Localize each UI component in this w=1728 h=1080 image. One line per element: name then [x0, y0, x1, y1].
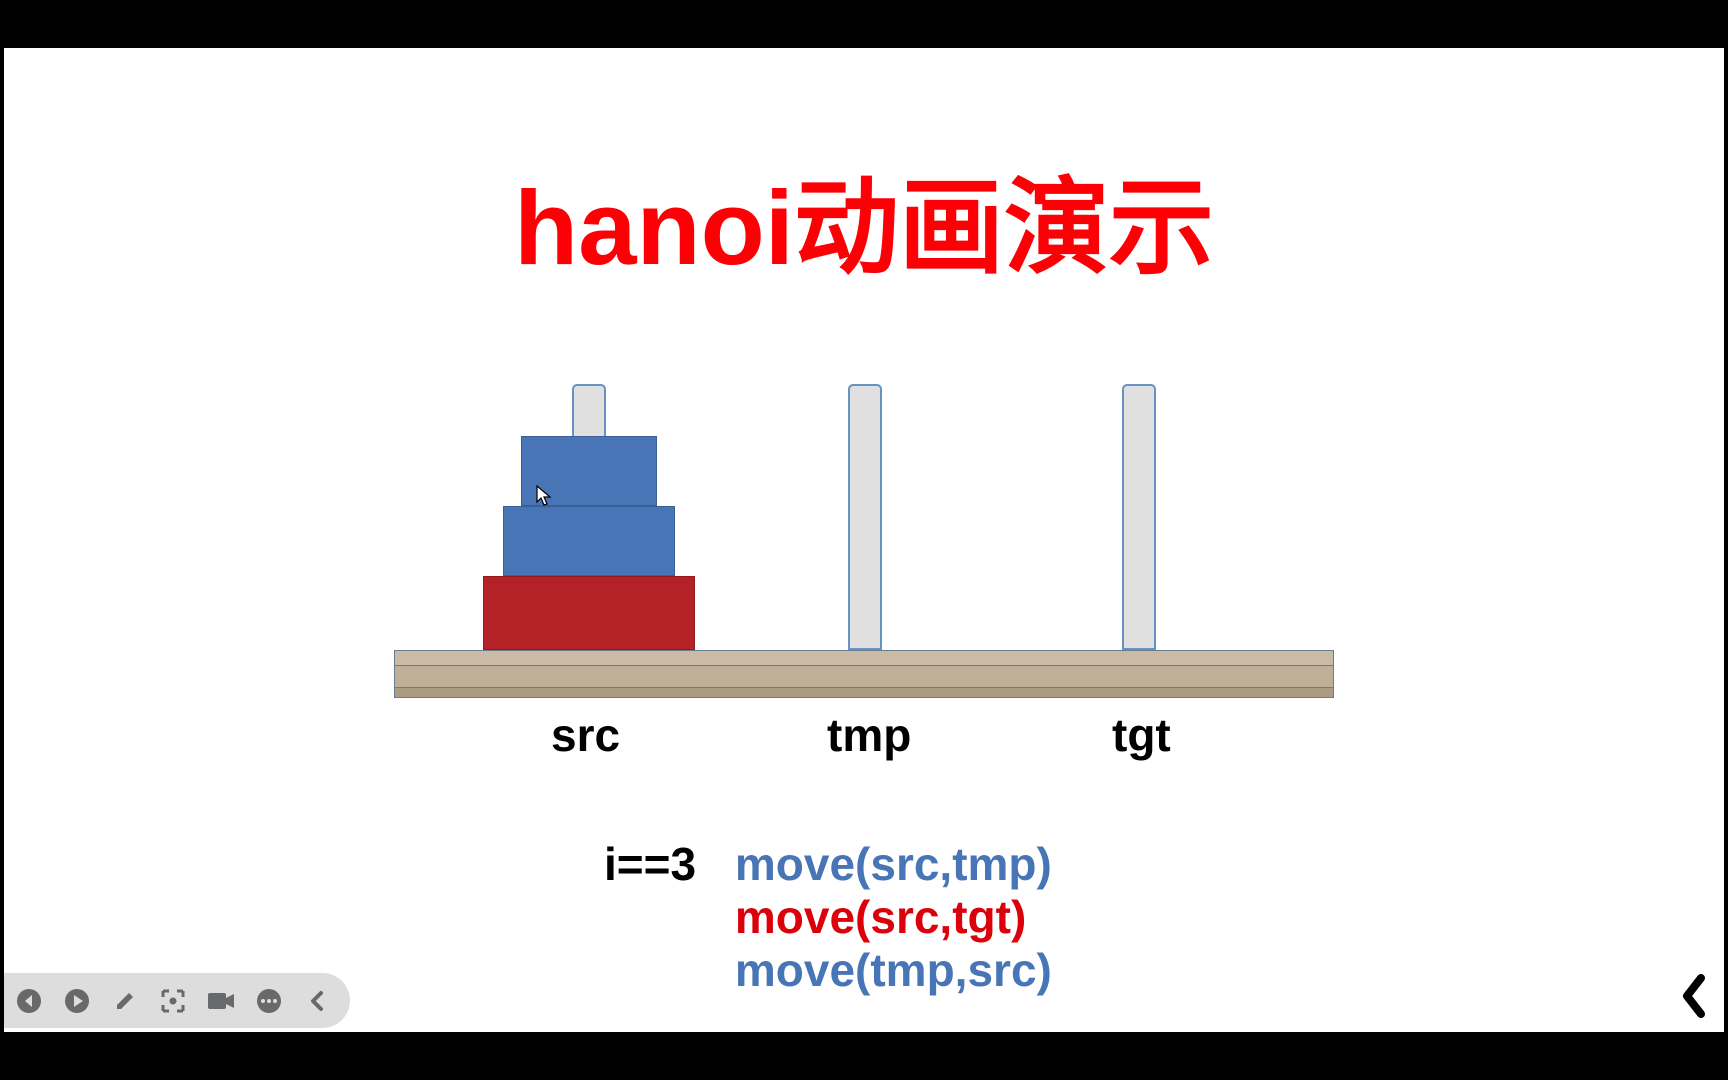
slide-area: hanoi动画演示 src tmp tgt i==3 move(src,tmp)…: [4, 48, 1724, 1032]
peg-label-src: src: [551, 708, 620, 762]
base-layer-mid: [394, 666, 1334, 688]
letterbox-bottom: [0, 1032, 1728, 1080]
hanoi-diagram: src tmp tgt: [394, 378, 1334, 698]
camera-button[interactable]: [206, 986, 236, 1016]
code-moves: move(src,tmp) move(src,tgt) move(tmp,src…: [735, 838, 1052, 997]
page-title: hanoi动画演示: [4, 143, 1724, 295]
more-icon: [256, 988, 282, 1014]
peg-tgt: [1122, 384, 1156, 650]
peg-tmp: [848, 384, 882, 650]
camera-icon: [207, 991, 235, 1011]
code-state: i==3: [604, 838, 696, 891]
focus-icon: [160, 988, 186, 1014]
peg-label-tmp: tmp: [827, 708, 911, 762]
prev-icon: [16, 988, 42, 1014]
base-layer-top: [394, 650, 1334, 666]
prev-button[interactable]: [14, 986, 44, 1016]
chevron-left-big-icon: [1682, 974, 1706, 1018]
peg-label-tgt: tgt: [1112, 708, 1171, 762]
code-move-3: move(tmp,src): [735, 944, 1052, 996]
presenter-toolbar: [4, 973, 350, 1028]
play-icon: [64, 988, 90, 1014]
code-move-2: move(src,tgt): [735, 891, 1026, 943]
code-block: i==3 move(src,tmp) move(src,tgt) move(tm…: [604, 838, 1052, 997]
base-layer-bot: [394, 688, 1334, 698]
disk-3: [483, 576, 695, 650]
letterbox-top: [0, 0, 1728, 48]
pen-button[interactable]: [110, 986, 140, 1016]
more-button[interactable]: [254, 986, 284, 1016]
focus-button[interactable]: [158, 986, 188, 1016]
code-move-1: move(src,tmp): [735, 838, 1052, 890]
collapse-button[interactable]: [302, 986, 332, 1016]
play-button[interactable]: [62, 986, 92, 1016]
disk-1: [521, 436, 657, 506]
disk-2: [503, 506, 675, 576]
chevron-left-icon: [309, 989, 325, 1013]
pen-icon: [113, 989, 137, 1013]
right-nav-button[interactable]: [1674, 968, 1714, 1024]
